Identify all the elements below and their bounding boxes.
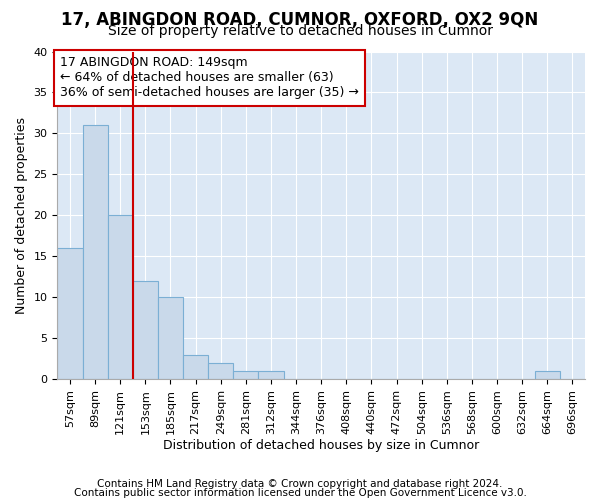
Bar [259, 371, 284, 379]
Bar [133, 281, 158, 379]
Bar [107, 216, 133, 379]
Text: Contains HM Land Registry data © Crown copyright and database right 2024.: Contains HM Land Registry data © Crown c… [97, 479, 503, 489]
Bar [183, 354, 208, 379]
Text: 17, ABINGDON ROAD, CUMNOR, OXFORD, OX2 9QN: 17, ABINGDON ROAD, CUMNOR, OXFORD, OX2 9… [61, 11, 539, 29]
Text: Contains public sector information licensed under the Open Government Licence v3: Contains public sector information licen… [74, 488, 526, 498]
Bar [58, 248, 83, 379]
Bar [83, 125, 107, 379]
Bar [208, 362, 233, 379]
Y-axis label: Number of detached properties: Number of detached properties [15, 117, 28, 314]
X-axis label: Distribution of detached houses by size in Cumnor: Distribution of detached houses by size … [163, 440, 479, 452]
Bar [535, 371, 560, 379]
Text: 17 ABINGDON ROAD: 149sqm
← 64% of detached houses are smaller (63)
36% of semi-d: 17 ABINGDON ROAD: 149sqm ← 64% of detach… [60, 56, 359, 100]
Bar [158, 297, 183, 379]
Bar [233, 371, 259, 379]
Text: Size of property relative to detached houses in Cumnor: Size of property relative to detached ho… [107, 24, 493, 38]
